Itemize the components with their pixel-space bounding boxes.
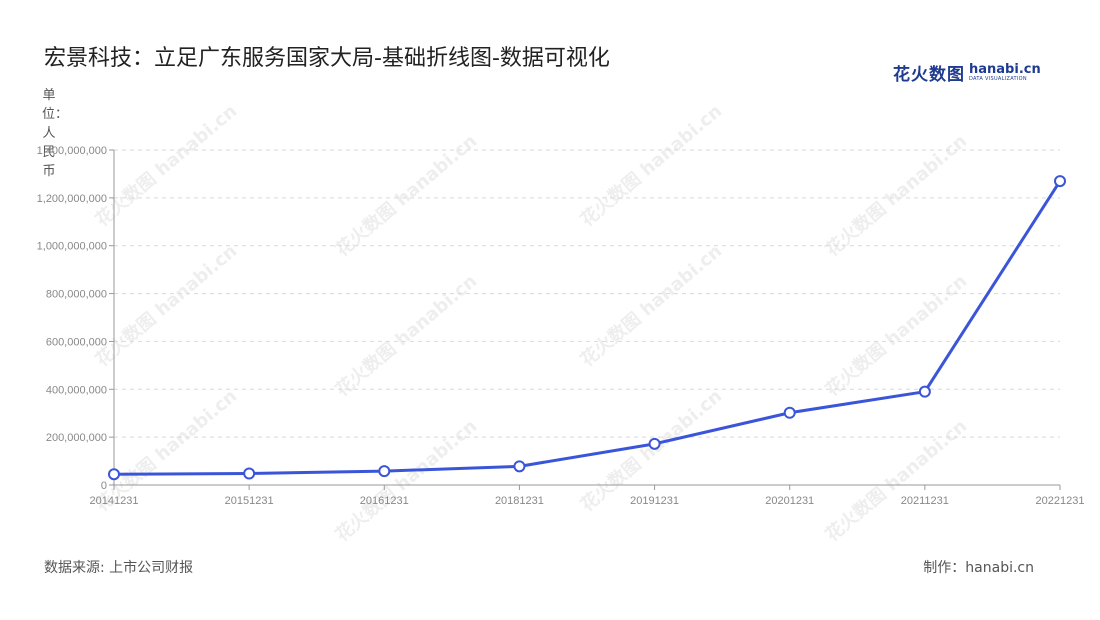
x-tick-label: 20191231 [630, 495, 679, 507]
watermark-text: 花火数图 hanabi.cn [576, 240, 726, 371]
credit: 制作：hanabi.cn [923, 560, 1034, 576]
data-point [513, 460, 526, 473]
data-source: 数据来源: 上市公司财报 [44, 560, 194, 576]
data-point [648, 437, 661, 450]
y-tick-label: 0 [101, 480, 107, 492]
watermark-text: 花火数图 hanabi.cn [821, 270, 971, 401]
watermark-text: 花火数图 hanabi.cn [331, 415, 481, 546]
brand-logo: 花火数图 hanabi.cn DATA VISUALIZATION [893, 60, 1041, 85]
data-point [378, 465, 391, 478]
x-tick-label: 20161231 [360, 495, 409, 507]
y-tick-label: 400,000,000 [46, 384, 107, 396]
data-point [243, 467, 256, 480]
x-tick-label: 20151231 [225, 495, 274, 507]
x-tick-label: 20211231 [901, 495, 949, 507]
y-tick-label: 600,000,000 [46, 336, 107, 348]
data-point [783, 406, 796, 419]
y-tick-label: 800,000,000 [46, 289, 107, 301]
data-point [918, 385, 931, 398]
y-tick-label: 1,400,000,000 [37, 145, 107, 157]
x-tick-label: 20181231 [495, 495, 544, 507]
x-tick-label: 20221231 [1036, 495, 1085, 507]
chart-title: 宏景科技：立足广东服务国家大局-基础折线图-数据可视化 [44, 46, 610, 71]
watermark-text: 花火数图 hanabi.cn [576, 100, 726, 231]
data-point [1054, 175, 1066, 188]
logo-en-main: hanabi.cn [969, 61, 1041, 77]
data-point [108, 468, 120, 481]
x-tick-label: 20201231 [765, 495, 814, 507]
y-tick-label: 1,200,000,000 [37, 193, 107, 205]
logo-en-block: hanabi.cn DATA VISUALIZATION [969, 63, 1041, 82]
watermark-layer: 花火数图 hanabi.cn 花火数图 hanabi.cn 花火数图 hanabi.… [91, 100, 971, 546]
y-tick-label: 1,000,000,000 [37, 241, 107, 253]
y-tick-label: 200,000,000 [46, 432, 107, 444]
watermark-text: 花火数图 hanabi.cn [821, 415, 971, 546]
watermark-text: 花火数图 hanabi.cn [331, 270, 481, 401]
series-line [112, 179, 1062, 476]
logo-en-sub: DATA VISUALIZATION [969, 75, 1027, 82]
x-tick-label: 20141231 [90, 495, 139, 507]
logo-cn-text: 花火数图 [893, 64, 965, 85]
